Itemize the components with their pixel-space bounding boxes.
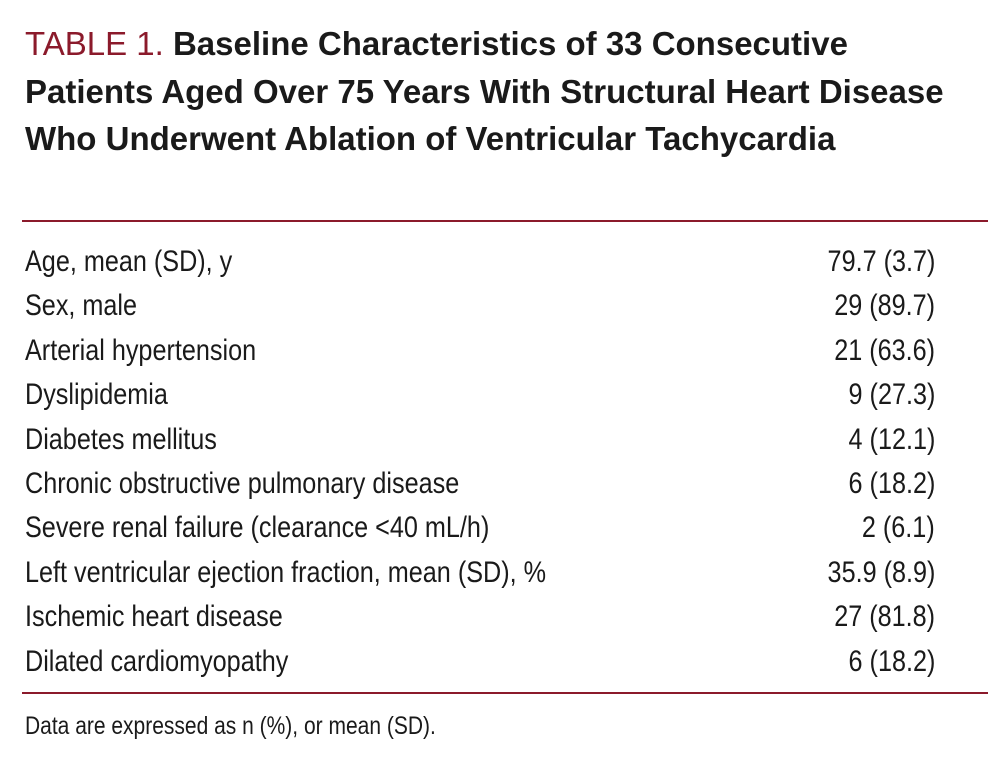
row-label: Chronic obstructive pulmonary disease [25, 467, 460, 500]
row-label: Severe renal failure (clearance <40 mL/h… [25, 511, 490, 545]
table-row: Left ventricular ejection fraction, mean… [25, 551, 935, 595]
row-value: 4 (12.1) [848, 422, 935, 456]
table-row: Sex, male 29 (89.7) [25, 284, 935, 328]
row-value: 79.7 (3.7) [827, 245, 935, 278]
table-row: Severe renal failure (clearance <40 mL/h… [25, 506, 935, 550]
row-value: 35.9 (8.9) [827, 555, 935, 589]
table-row: Diabetes mellitus 4 (12.1) [25, 418, 935, 462]
table-title: TABLE 1. Baseline Characteristics of 33 … [25, 20, 985, 163]
row-label: Left ventricular ejection fraction, mean… [25, 555, 547, 589]
row-value: 9 (27.3) [848, 378, 935, 412]
table-row: Chronic obstructive pulmonary disease 6 (… [25, 462, 935, 506]
row-value: 6 (18.2) [848, 467, 935, 500]
row-label: Age, mean (SD), y [25, 245, 233, 278]
row-value: 2 (6.1) [862, 511, 935, 545]
table-label: TABLE 1. [25, 25, 164, 62]
table-row: Dyslipidemia 9 (27.3) [25, 373, 935, 417]
row-label: Dilated cardiomyopathy [25, 644, 289, 678]
row-value: 6 (18.2) [848, 644, 935, 678]
row-value: 27 (81.8) [834, 600, 935, 634]
row-label: Diabetes mellitus [25, 422, 217, 456]
row-value: 29 (89.7) [834, 289, 935, 323]
table-row: Age, mean (SD), y 79.7 (3.7) [25, 240, 935, 284]
row-label: Arterial hypertension [25, 333, 257, 367]
table-title-text: Baseline Characteristics of 33 Consecuti… [25, 25, 944, 157]
footnote: Data are expressed as n (%), or mean (SD… [25, 712, 436, 740]
row-label: Dyslipidemia [25, 378, 168, 412]
top-rule [22, 220, 988, 222]
bottom-rule [22, 692, 988, 694]
table-row: Arterial hypertension 21 (63.6) [25, 329, 935, 373]
table-row: Dilated cardiomyopathy 6 (18.2) [25, 640, 935, 684]
row-label: Sex, male [25, 289, 138, 323]
row-value: 21 (63.6) [834, 333, 935, 367]
row-label: Ischemic heart disease [25, 600, 283, 634]
table-row: Ischemic heart disease 27 (81.8) [25, 595, 935, 639]
